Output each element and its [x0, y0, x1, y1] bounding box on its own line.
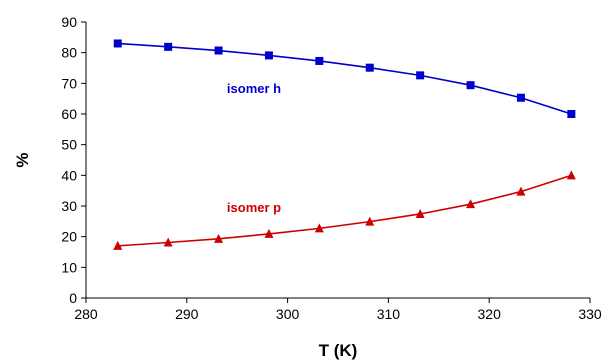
y-tick-label: 40 [61, 167, 77, 183]
annotation-isomer-p: isomer p [227, 200, 281, 215]
y-tick-label: 50 [61, 137, 77, 153]
x-tick-label: 320 [478, 306, 502, 322]
x-ticks: 280 290 300 310 320 330 [74, 298, 602, 322]
y-tick-label: 10 [61, 259, 77, 275]
x-tick-label: 290 [175, 306, 199, 322]
data-point-square [516, 93, 525, 102]
annotation-isomer-h: isomer h [227, 81, 281, 96]
series-line-0 [117, 42, 572, 115]
x-tick-label: 280 [74, 306, 98, 322]
series-layer [113, 39, 576, 250]
y-tick-label: 90 [61, 14, 77, 30]
data-point-triangle [264, 228, 274, 238]
y-tick-label: 20 [61, 229, 77, 245]
data-point-triangle [163, 237, 173, 247]
y-tick-label: 30 [61, 198, 77, 214]
data-point-square [567, 110, 576, 118]
y-tick-label: 70 [61, 75, 77, 91]
data-point-square [164, 42, 173, 51]
axes [85, 22, 590, 299]
y-ticks: 0 10 20 30 40 50 60 70 80 90 [61, 14, 86, 306]
data-point-square [416, 71, 425, 80]
data-point-triangle [365, 216, 375, 226]
data-point-triangle [415, 208, 425, 218]
x-tick-label: 330 [578, 306, 602, 322]
data-point-triangle [113, 240, 123, 250]
y-axis-title: % [13, 152, 32, 167]
y-tick-label: 0 [69, 290, 77, 306]
series-line-1 [117, 174, 572, 247]
data-point-square [113, 39, 122, 48]
data-point-square [214, 46, 223, 55]
data-point-triangle [314, 223, 324, 233]
y-tick-label: 80 [61, 45, 77, 61]
data-point-square [466, 81, 475, 90]
y-tick-label: 60 [61, 106, 77, 122]
data-point-square [365, 63, 374, 72]
data-point-triangle [466, 199, 476, 209]
x-axis-title: T (K) [319, 341, 358, 360]
data-point-triangle [516, 186, 526, 196]
data-point-square [315, 56, 324, 65]
data-point-square [264, 51, 273, 60]
data-point-triangle [566, 170, 576, 180]
x-tick-label: 310 [377, 306, 401, 322]
x-tick-label: 300 [276, 306, 300, 322]
data-point-triangle [214, 233, 224, 243]
